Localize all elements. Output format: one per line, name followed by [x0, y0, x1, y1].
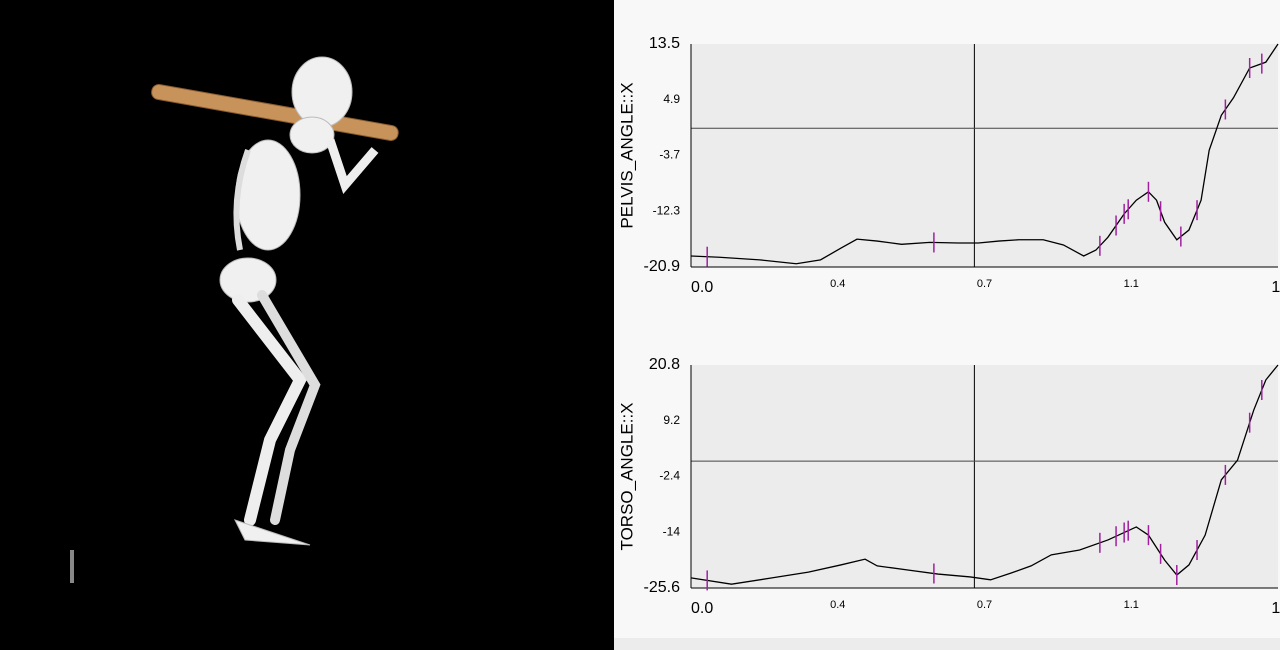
x-tick-label: 0.0 — [691, 600, 713, 617]
x-tick-label: 0.0 — [691, 279, 713, 296]
data-line — [690, 364, 1279, 585]
x-tick-label: 1.1 — [1124, 599, 1139, 611]
plot-area — [691, 44, 1278, 267]
y-tick-label: 13.5 — [649, 35, 680, 52]
x-tick-label: 0.4 — [830, 278, 845, 290]
y-axis-label: PELVIS_ANGLE::X — [617, 82, 636, 228]
x-tick-label: 1.1 — [1124, 278, 1139, 290]
x-tick-label: 0.7 — [977, 278, 992, 290]
x-tick-label: 0.4 — [830, 599, 845, 611]
y-tick-label: -12.3 — [653, 203, 681, 217]
scale-bar — [70, 550, 74, 583]
x-tick-label: 1. — [1271, 279, 1280, 296]
y-tick-label: 4.9 — [663, 92, 680, 106]
plot-area — [691, 365, 1278, 588]
y-tick-label: -2.4 — [659, 469, 680, 483]
y-axis-label: TORSO_ANGLE::X — [617, 402, 636, 550]
skeleton — [151, 56, 399, 546]
x-tick-label: 0.7 — [977, 599, 992, 611]
x-tick-label: 1. — [1271, 600, 1280, 617]
data-line — [690, 43, 1279, 265]
y-tick-label: -20.9 — [644, 258, 681, 275]
y-tick-label: 9.2 — [663, 413, 680, 427]
y-tick-label: -25.6 — [644, 579, 681, 596]
y-tick-label: 20.8 — [649, 356, 680, 373]
status-strip — [614, 638, 1280, 650]
y-tick-label: -14 — [663, 524, 681, 538]
y-tick-label: -3.7 — [659, 148, 680, 162]
